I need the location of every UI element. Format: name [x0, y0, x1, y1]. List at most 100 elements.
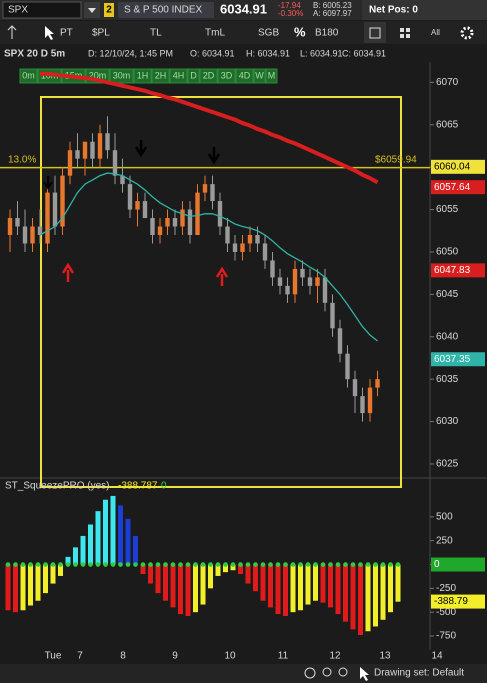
indicator-title: ST_SqueezePRO (yes)	[5, 481, 110, 492]
histogram-bar	[5, 564, 11, 611]
squeeze-dot	[200, 562, 206, 567]
y-tick-label: -750	[436, 631, 456, 642]
candle-body	[165, 218, 170, 227]
settings-icon[interactable]	[460, 26, 474, 40]
price-marker-label: 0	[434, 559, 440, 570]
squeeze-dot	[283, 562, 288, 567]
zoom-out-icon[interactable]	[338, 667, 348, 677]
price-pane: 6025603060356040604560506055606060656070…	[0, 71, 485, 470]
pointer-icon[interactable]	[45, 26, 54, 40]
histogram-bar	[350, 564, 356, 630]
histogram-bar	[28, 564, 33, 606]
timeframe-label: 4H	[173, 70, 185, 80]
histogram-bar	[65, 556, 71, 565]
date-label: Tue	[45, 651, 62, 662]
layout-button[interactable]	[364, 22, 386, 43]
y-tick-label: 250	[436, 535, 453, 546]
pin-icon[interactable]	[7, 25, 17, 39]
y-tick-label: -250	[436, 583, 456, 594]
candle-body	[105, 133, 110, 151]
squeeze-dot	[118, 562, 123, 567]
tool[interactable]: B180	[315, 28, 339, 39]
timeframe-label: 4D	[239, 70, 251, 80]
chart-header	[0, 45, 487, 62]
timeframe-button[interactable]	[169, 68, 188, 84]
candle-body	[127, 184, 133, 210]
candle-body	[52, 192, 58, 227]
tool[interactable]: PT	[60, 28, 73, 39]
cursor-icon[interactable]	[360, 667, 369, 681]
squeeze-dot	[223, 562, 228, 567]
timeframe-button[interactable]	[109, 68, 134, 84]
histogram-bar	[223, 564, 228, 573]
candle-body	[292, 268, 298, 295]
histogram-bar	[380, 564, 386, 620]
square-icon	[369, 27, 381, 39]
histogram-bar	[260, 564, 266, 601]
date-label: 8	[120, 651, 126, 662]
squeeze-dot	[155, 562, 161, 567]
tool[interactable]: All	[431, 28, 440, 37]
candle-body	[337, 328, 343, 354]
change-percent: -0.30%	[278, 9, 303, 18]
timeframe-button[interactable]	[265, 68, 278, 84]
link-badge[interactable]	[104, 3, 114, 17]
timeframe-button[interactable]	[235, 68, 254, 84]
candle-body	[135, 201, 140, 210]
price-marker-label: 6047.83	[434, 265, 471, 276]
tool[interactable]: TL	[150, 28, 162, 39]
histogram-bar	[388, 564, 393, 613]
up-arrow	[215, 266, 229, 286]
squeeze-dot	[388, 562, 393, 567]
timeframe-button[interactable]	[199, 68, 218, 84]
symbol-input[interactable]	[2, 1, 82, 19]
drawing-rectangle[interactable]	[40, 96, 402, 488]
histogram-bar	[133, 535, 138, 565]
candle-body	[210, 184, 215, 202]
timeframe-button[interactable]	[217, 68, 236, 84]
zoom-in-icon[interactable]	[322, 667, 332, 677]
timeframe-button[interactable]	[187, 68, 200, 84]
timeframe-button[interactable]	[133, 68, 152, 84]
moving-average	[40, 71, 379, 185]
tool[interactable]: %	[294, 24, 306, 39]
histogram-bar	[343, 564, 348, 622]
histogram-bar	[140, 564, 146, 575]
candle-body	[345, 353, 350, 380]
up-arrow	[61, 262, 75, 282]
tool[interactable]: SGB	[258, 28, 279, 39]
squeeze-dot	[365, 562, 371, 567]
histogram-bar	[313, 564, 318, 601]
level-left-label: 13.0%	[8, 154, 36, 165]
timeframe-label: D	[190, 70, 197, 80]
timeframe-button[interactable]	[151, 68, 170, 84]
squeeze-dot	[73, 562, 78, 567]
candle-body	[7, 218, 13, 236]
squeeze-dot	[140, 562, 146, 567]
tool[interactable]: $PL	[92, 28, 110, 39]
squeeze-dot	[88, 562, 93, 567]
indicator-pane: ST_SqueezePRO (yes) -388.787 0-750-500-250…	[5, 481, 485, 642]
y-tick-label: 6030	[436, 416, 459, 427]
histogram-bar	[335, 564, 341, 615]
candle-body	[352, 379, 358, 397]
squeeze-dot	[208, 562, 213, 567]
price-marker-label: 6037.35	[434, 354, 471, 365]
grid-icon[interactable]	[400, 28, 404, 32]
timeframe-button[interactable]	[253, 68, 266, 84]
histogram-bar	[110, 495, 116, 565]
squeeze-dot	[65, 562, 71, 567]
candle-body	[45, 192, 50, 244]
squeeze-dot	[275, 562, 281, 567]
drawing-set[interactable]: Drawing set: Default	[374, 668, 464, 679]
histogram-bar	[215, 564, 221, 576]
y-tick-label: 6050	[436, 247, 459, 258]
tool[interactable]: TmL	[205, 28, 225, 39]
timeframe-button[interactable]	[19, 68, 38, 84]
timeframe-label: M	[268, 70, 276, 80]
crosshair-icon[interactable]	[304, 667, 316, 679]
candle-body	[22, 226, 28, 244]
chart-date: D: 12/10/24, 1:45 PM	[88, 48, 173, 58]
candle-body	[97, 133, 103, 159]
histogram-bar	[58, 564, 63, 576]
